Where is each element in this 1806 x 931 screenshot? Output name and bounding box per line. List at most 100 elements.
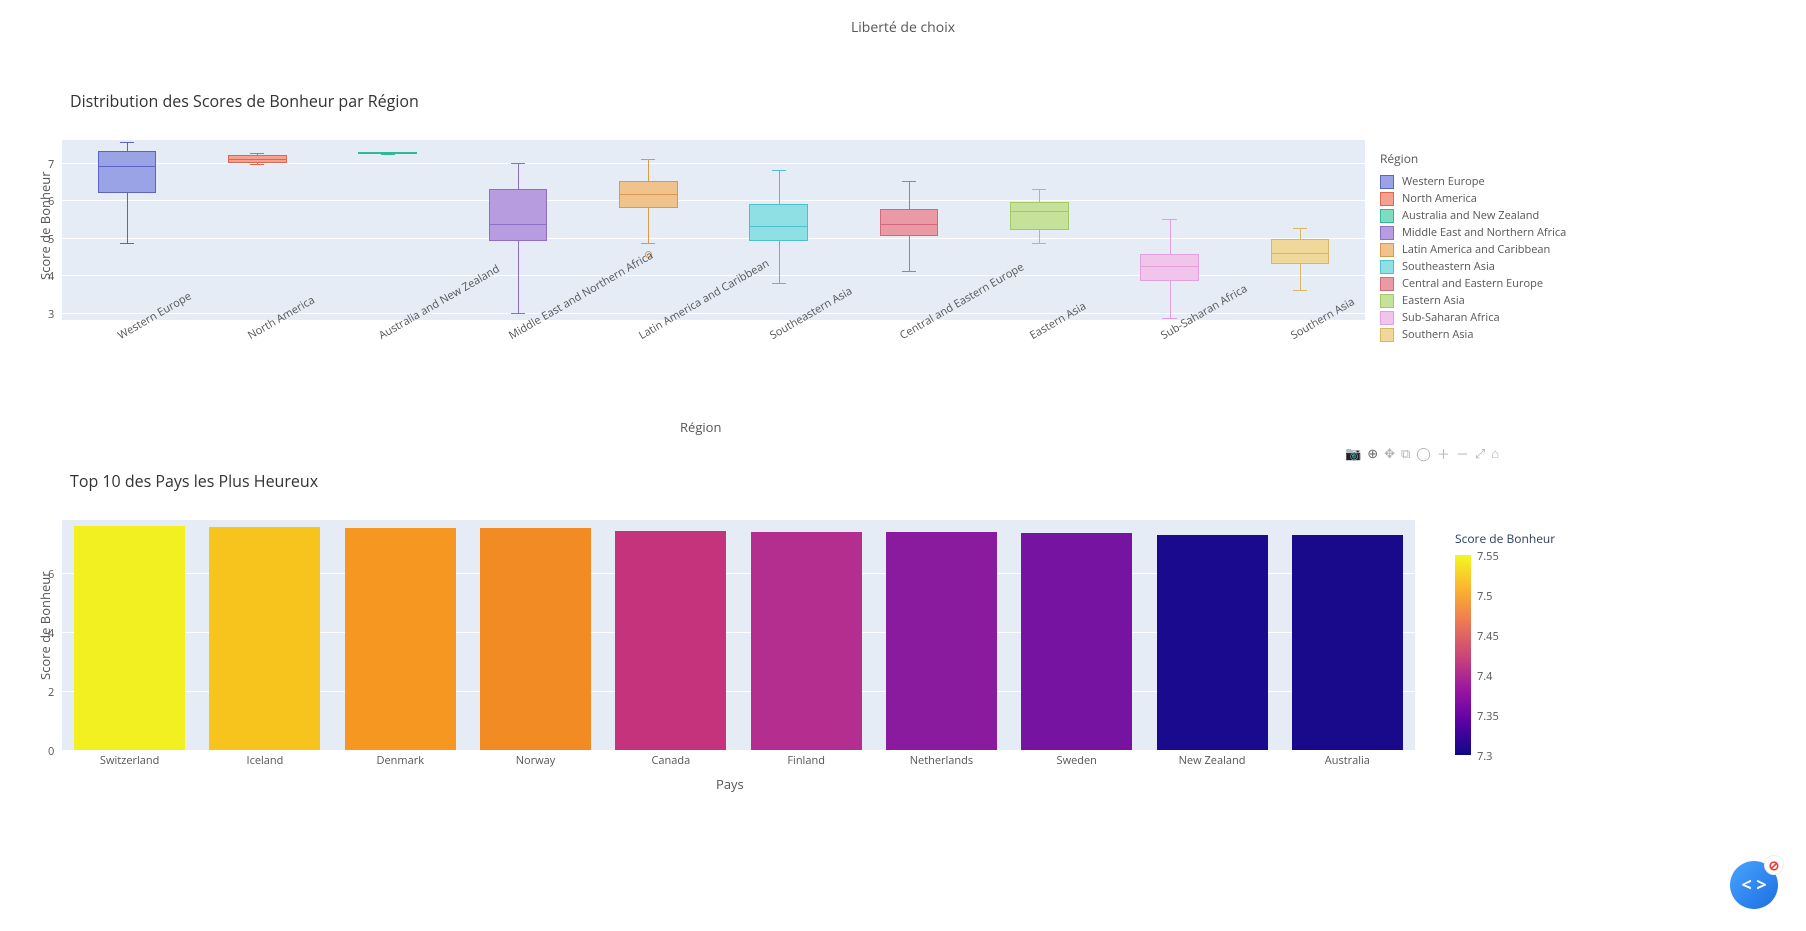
legend-swatch-icon <box>1380 294 1394 308</box>
bar-sweden[interactable] <box>1021 533 1132 750</box>
colorbar-tick: 7.45 <box>1477 629 1499 644</box>
legend-item[interactable]: Australia and New Zealand <box>1380 207 1566 224</box>
legend-item[interactable]: Southern Asia <box>1380 326 1566 343</box>
legend-item[interactable]: Southeastern Asia <box>1380 258 1566 275</box>
bar-category-label: Denmark <box>333 753 468 768</box>
legend-title: Région <box>1380 150 1566 167</box>
autoscale-icon[interactable]: ⤢ <box>1475 444 1485 463</box>
legend-item[interactable]: Eastern Asia <box>1380 292 1566 309</box>
pan-icon[interactable]: ✥ <box>1384 444 1395 463</box>
bar-category-label: Australia <box>1280 753 1415 768</box>
box-latin-america-and-caribbean[interactable] <box>619 140 678 320</box>
legend-label: North America <box>1402 191 1477 206</box>
legend-label: Southern Asia <box>1402 327 1473 342</box>
legend-label: Western Europe <box>1402 174 1485 189</box>
legend-label: Sub-Saharan Africa <box>1402 310 1500 325</box>
blocked-icon: ⊘ <box>1764 855 1784 875</box>
bar-denmark[interactable] <box>345 528 456 750</box>
bar-finland[interactable] <box>751 532 862 750</box>
legend-label: Latin America and Caribbean <box>1402 242 1550 257</box>
bar-norway[interactable] <box>480 528 591 750</box>
box-central-and-eastern-europe[interactable] <box>880 140 939 320</box>
legend-swatch-icon <box>1380 277 1394 291</box>
legend-swatch-icon <box>1380 192 1394 206</box>
boxplot-ytick: 3 <box>48 307 54 322</box>
bar-category-label: Netherlands <box>874 753 1009 768</box>
legend-swatch-icon <box>1380 328 1394 342</box>
legend-swatch-icon <box>1380 175 1394 189</box>
legend-item[interactable]: Western Europe <box>1380 173 1566 190</box>
box-sub-saharan-africa[interactable] <box>1140 140 1199 320</box>
colorbar-tick: 7.3 <box>1477 749 1492 764</box>
bar-area[interactable] <box>62 520 1415 750</box>
zoom-icon[interactable]: ⊕ <box>1367 444 1378 463</box>
boxplot-ytick: 4 <box>48 269 54 284</box>
legend-item[interactable]: Central and Eastern Europe <box>1380 275 1566 292</box>
legend-swatch-icon <box>1380 260 1394 274</box>
bar-title: Top 10 des Pays les Plus Heureux <box>70 470 1770 492</box>
legend-item[interactable]: Sub-Saharan Africa <box>1380 309 1566 326</box>
boxplot-ytick: 7 <box>48 157 54 172</box>
colorbar-gradient: 7.37.357.47.457.57.55 <box>1455 555 1471 755</box>
plotly-modebar: 📷 ⊕ ✥ ⧉ ◯ ＋ － ⤢ ⌂ <box>1345 444 1499 463</box>
lasso-icon[interactable]: ◯ <box>1416 444 1431 463</box>
bar-category-label: Sweden <box>1009 753 1144 768</box>
bar-ytick: 2 <box>48 685 54 700</box>
select-icon[interactable]: ⧉ <box>1401 444 1410 463</box>
bar-category-label: Norway <box>468 753 603 768</box>
bar-section: Top 10 des Pays les Plus Heureux <box>70 470 1770 502</box>
top-scatter-x-title: Liberté de choix <box>0 18 1806 37</box>
boxplot-ytick: 6 <box>48 194 54 209</box>
legend-swatch-icon <box>1380 311 1394 325</box>
bar-ytick: 0 <box>48 744 54 759</box>
box-southeastern-asia[interactable] <box>749 140 808 320</box>
reset-icon[interactable]: ⌂ <box>1491 444 1499 463</box>
box-western-europe[interactable] <box>98 140 157 320</box>
legend-item[interactable]: Latin America and Caribbean <box>1380 241 1566 258</box>
boxplot-y-label: Score de Bonheur <box>36 171 54 280</box>
boxplot-x-label: Région <box>680 418 721 436</box>
legend-swatch-icon <box>1380 243 1394 257</box>
bar-australia[interactable] <box>1292 535 1403 750</box>
bar-x-label: Pays <box>716 775 744 793</box>
bar-category-label: Switzerland <box>62 753 197 768</box>
colorbar-tick: 7.4 <box>1477 669 1492 684</box>
bar-category-label: New Zealand <box>1144 753 1279 768</box>
legend-label: Middle East and Northern Africa <box>1402 225 1566 240</box>
boxplot-title: Distribution des Scores de Bonheur par R… <box>70 90 1770 112</box>
colorbar-tick: 7.55 <box>1477 549 1499 564</box>
bar-category-label: Canada <box>603 753 738 768</box>
legend-label: Southeastern Asia <box>1402 259 1495 274</box>
bar-category-label: Finland <box>739 753 874 768</box>
bar-new-zealand[interactable] <box>1157 535 1268 750</box>
zoomin-icon[interactable]: ＋ <box>1437 444 1450 463</box>
box-southern-asia[interactable] <box>1271 140 1330 320</box>
legend-item[interactable]: Middle East and Northern Africa <box>1380 224 1566 241</box>
zoomout-icon[interactable]: － <box>1456 444 1469 463</box>
legend-label: Australia and New Zealand <box>1402 208 1539 223</box>
colorbar-tick: 7.35 <box>1477 709 1499 724</box>
legend-item[interactable]: North America <box>1380 190 1566 207</box>
bar-switzerland[interactable] <box>74 526 185 750</box>
box-middle-east-and-northern-africa[interactable] <box>489 140 548 320</box>
code-toggle-button[interactable]: < > ⊘ <box>1730 861 1778 909</box>
colorbar-title: Score de Bonheur <box>1455 530 1575 547</box>
legend-label: Central and Eastern Europe <box>1402 276 1543 291</box>
colorbar: Score de Bonheur 7.37.357.47.457.57.55 <box>1455 530 1575 755</box>
bar-category-label: Iceland <box>197 753 332 768</box>
legend-swatch-icon <box>1380 209 1394 223</box>
box-eastern-asia[interactable] <box>1010 140 1069 320</box>
boxplot-section: Distribution des Scores de Bonheur par R… <box>70 90 1770 122</box>
legend-swatch-icon <box>1380 226 1394 240</box>
box-australia-and-new-zealand[interactable] <box>358 140 417 320</box>
camera-icon[interactable]: 📷 <box>1345 444 1361 463</box>
box-north-america[interactable] <box>228 140 287 320</box>
boxplot-legend: Région Western Europe North America Austra… <box>1380 150 1566 343</box>
bar-iceland[interactable] <box>209 527 320 750</box>
legend-label: Eastern Asia <box>1402 293 1465 308</box>
bar-ytick: 6 <box>48 567 54 582</box>
bar-canada[interactable] <box>615 531 726 750</box>
bar-netherlands[interactable] <box>886 532 997 750</box>
boxplot-ytick: 5 <box>48 232 54 247</box>
bar-ytick: 4 <box>48 626 54 641</box>
